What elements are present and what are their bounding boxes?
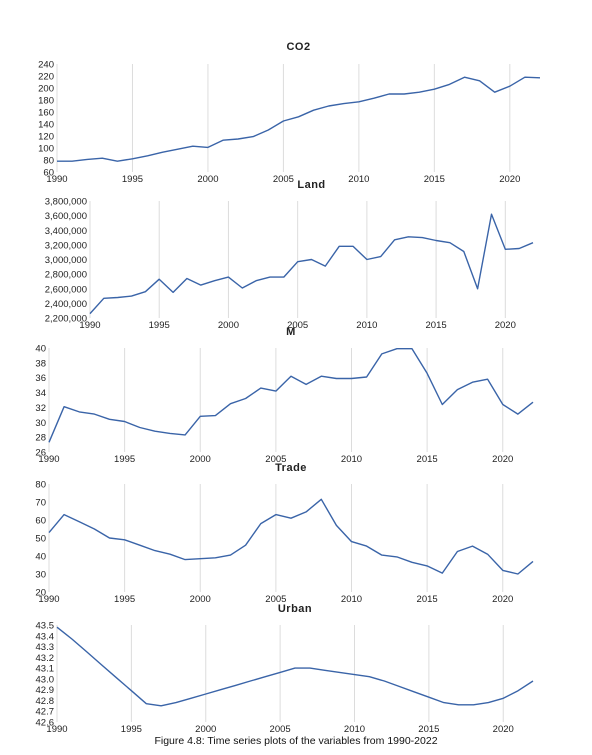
y-tick-label: 3,600,000	[45, 211, 87, 222]
x-tick-label: 2005	[265, 594, 286, 605]
chart-title: Land	[297, 179, 325, 191]
x-tick-label: 1995	[121, 724, 142, 735]
y-tick-label: 80	[43, 156, 54, 167]
x-tick-label: 2015	[417, 594, 438, 605]
y-tick-label: 3,800,000	[45, 197, 87, 208]
y-tick-label: 70	[35, 498, 46, 509]
y-tick-label: 43.2	[36, 653, 55, 664]
y-tick-label: 100	[38, 144, 54, 155]
y-tick-label: 60	[35, 516, 46, 527]
y-tick-label: 34	[35, 388, 46, 399]
x-tick-label: 2005	[273, 174, 294, 185]
x-tick-label: 1990	[46, 724, 67, 735]
y-tick-label: 30	[35, 570, 46, 581]
x-tick-label: 1995	[114, 454, 135, 465]
y-tick-label: 240	[38, 60, 54, 71]
figure-caption: Figure 4.8: Time series plots of the var…	[154, 735, 438, 747]
x-tick-label: 2015	[426, 320, 447, 331]
y-tick-label: 36	[35, 373, 46, 384]
y-tick-label: 180	[38, 96, 54, 107]
x-tick-label: 1995	[149, 320, 170, 331]
y-tick-label: 38	[35, 358, 46, 369]
x-tick-label: 2005	[270, 724, 291, 735]
x-tick-label: 2015	[417, 454, 438, 465]
chart-title: Trade	[275, 462, 307, 474]
y-tick-label: 42.9	[36, 685, 55, 696]
y-tick-label: 220	[38, 72, 54, 83]
x-tick-label: 2010	[344, 724, 365, 735]
y-tick-label: 43.0	[36, 674, 55, 685]
y-tick-label: 43.1	[36, 664, 55, 675]
y-tick-label: 43.5	[36, 621, 55, 632]
chart-title: M	[286, 326, 296, 338]
x-tick-label: 2000	[190, 594, 211, 605]
y-tick-label: 42.6	[36, 718, 55, 729]
x-tick-label: 1990	[38, 594, 59, 605]
x-tick-label: 2005	[265, 454, 286, 465]
y-tick-label: 3,200,000	[45, 240, 87, 251]
y-tick-label: 40	[35, 552, 46, 563]
x-tick-label: 2000	[190, 454, 211, 465]
chart-title: Urban	[278, 603, 312, 615]
y-tick-label: 32	[35, 403, 46, 414]
x-tick-label: 2005	[287, 320, 308, 331]
series-line-urban	[56, 626, 534, 707]
x-tick-label: 2000	[218, 320, 239, 331]
x-tick-label: 2010	[356, 320, 377, 331]
series-line-trade	[48, 498, 534, 575]
x-tick-label: 2010	[341, 454, 362, 465]
x-tick-label: 2000	[195, 724, 216, 735]
y-tick-label: 2,600,000	[45, 284, 87, 295]
x-tick-label: 2020	[499, 174, 520, 185]
y-tick-label: 2,200,000	[45, 314, 87, 325]
y-tick-label: 3,000,000	[45, 255, 87, 266]
chart-urban: Urban42.642.742.842.943.043.143.243.343.…	[36, 603, 534, 735]
y-tick-label: 40	[35, 344, 46, 355]
y-tick-label: 2,400,000	[45, 299, 87, 310]
y-tick-label: 30	[35, 418, 46, 429]
y-tick-label: 42.8	[36, 696, 55, 707]
x-tick-label: 1995	[122, 174, 143, 185]
y-tick-label: 20	[35, 588, 46, 599]
y-tick-label: 80	[35, 480, 46, 491]
y-tick-label: 60	[43, 168, 54, 179]
y-tick-label: 43.4	[36, 631, 55, 642]
y-tick-label: 50	[35, 534, 46, 545]
series-line-co2	[57, 76, 541, 162]
y-tick-label: 2,800,000	[45, 270, 87, 281]
chart-title: CO2	[286, 41, 310, 53]
x-tick-label: 2010	[348, 174, 369, 185]
chart-trade: Trade 20 30 40 50 60 70 80 1990 1995 2000 2005 2010 2…	[35, 462, 534, 605]
y-tick-label: 28	[35, 433, 46, 444]
x-tick-label: 2020	[492, 454, 513, 465]
y-tick-label: 140	[38, 120, 54, 131]
x-tick-label: 2010	[341, 594, 362, 605]
x-tick-label: 2000	[197, 174, 218, 185]
y-tick-label: 43.3	[36, 642, 55, 653]
x-tick-label: 1990	[79, 320, 100, 331]
chart-land: Land 2,200,000 2,400,000 2,600,000 2,800,000…	[45, 179, 534, 331]
chart-m: M 26 28 30 32 34 36 38 40 1990 1995 2000 2005 2010 201…	[35, 326, 534, 465]
x-tick-label: 2020	[493, 724, 514, 735]
y-tick-label: 26	[35, 448, 46, 459]
x-tick-label: 1995	[114, 594, 135, 605]
x-tick-label: 1990	[46, 174, 67, 185]
series-line-land	[89, 213, 534, 315]
y-tick-label: 3,400,000	[45, 226, 87, 237]
x-tick-label: 2015	[424, 174, 445, 185]
series-line-m	[48, 348, 534, 443]
x-tick-label: 2015	[418, 724, 439, 735]
x-tick-label: 2020	[492, 594, 513, 605]
x-tick-label: 1990	[38, 454, 59, 465]
y-tick-label: 42.7	[36, 707, 55, 718]
y-tick-label: 200	[38, 84, 54, 95]
y-tick-label: 120	[38, 132, 54, 143]
y-tick-label: 160	[38, 108, 54, 119]
x-tick-label: 2020	[495, 320, 516, 331]
